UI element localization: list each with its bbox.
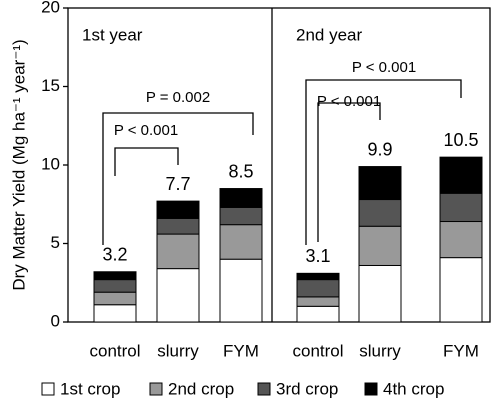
bar-segment [93, 279, 137, 293]
total-label: 3.2 [102, 245, 127, 265]
total-label: 7.7 [165, 174, 190, 194]
p-value: P < 0.001 [352, 59, 416, 76]
legend-label: 3rd crop [276, 379, 338, 398]
bar-segment [156, 233, 200, 270]
bar-segment [93, 271, 137, 281]
bar-segment [93, 304, 137, 323]
x-tick-label: slurry [359, 341, 401, 360]
bar-segment [439, 192, 483, 223]
legend-swatch [364, 382, 378, 396]
bar-segment [358, 264, 402, 323]
x-tick-label: FYM [443, 341, 479, 360]
total-label: 9.9 [367, 139, 392, 159]
p-value: P < 0.001 [114, 122, 178, 139]
bar-segment [219, 258, 263, 323]
x-tick-label: FYM [223, 341, 259, 360]
bar-segment [156, 200, 200, 219]
legend-swatch [257, 382, 271, 396]
y-tick-label: 10 [41, 154, 60, 173]
bar-segment [219, 224, 263, 260]
bar-segment [296, 272, 340, 281]
total-label: 8.5 [228, 161, 253, 181]
legend-swatch [41, 382, 55, 396]
bar-segment [358, 166, 402, 201]
bracket [305, 79, 462, 245]
total-label: 3.1 [305, 246, 330, 266]
y-axis-label: Dry Matter Yield (Mg ha⁻¹ year⁻¹) [9, 39, 28, 290]
bar-segment [219, 206, 263, 226]
bar-segment [358, 199, 402, 227]
x-tick-label: control [89, 341, 140, 360]
bar-segment [156, 217, 200, 235]
p-value: P = 0.002 [146, 89, 210, 106]
panel-label: 2nd year [296, 25, 362, 44]
bracket [114, 147, 179, 176]
bracket [102, 112, 254, 245]
y-tick-label: 15 [41, 76, 60, 95]
bar-segment [439, 156, 483, 194]
legend-label: 1st crop [60, 379, 120, 398]
y-tick-label: 20 [41, 0, 60, 16]
legend-label: 4th crop [383, 379, 444, 398]
x-tick-label: control [292, 341, 343, 360]
bar-segment [296, 305, 340, 323]
bar-segment [156, 268, 200, 323]
y-tick-label: 5 [51, 233, 60, 252]
legend-label: 2nd crop [168, 379, 234, 398]
total-label: 10.5 [443, 130, 478, 150]
legend-swatch [149, 382, 163, 396]
y-tick-label: 0 [51, 311, 60, 330]
bar-segment [219, 188, 263, 208]
bar-segment [439, 257, 483, 323]
bar-segment [296, 279, 340, 298]
panel-label: 1st year [82, 25, 143, 44]
bar-segment [296, 296, 340, 307]
bar-segment [439, 221, 483, 259]
bar-segment [358, 225, 402, 266]
bar-segment [93, 291, 137, 306]
p-value: P < 0.001 [317, 93, 381, 110]
bracket [317, 102, 381, 242]
x-tick-label: slurry [157, 341, 199, 360]
